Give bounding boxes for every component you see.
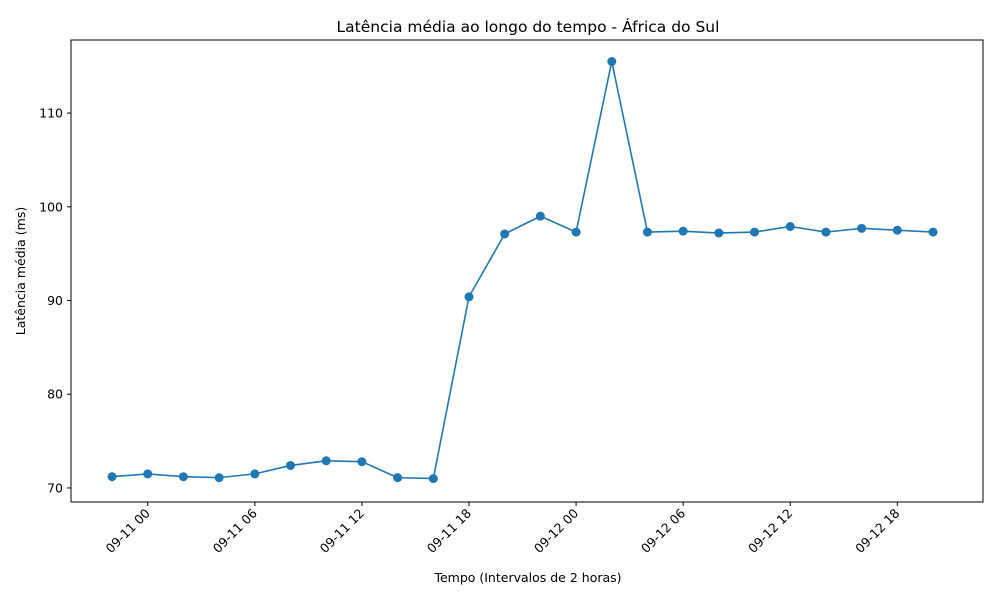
data-point — [714, 228, 724, 238]
data-point — [428, 474, 438, 484]
data-point — [535, 211, 545, 221]
y-tick-label: 70 — [47, 480, 63, 495]
x-tick-label: 09-11 18 — [424, 505, 474, 555]
data-point — [750, 227, 760, 237]
data-point — [143, 469, 153, 479]
data-point — [678, 226, 688, 236]
plot-area: 70 80 90 100 110 09-11 00 09-11 06 09-11 12 09-1… — [39, 39, 984, 556]
data-point — [107, 472, 117, 482]
data-point — [785, 221, 795, 231]
data-point — [357, 457, 367, 467]
x-tick-label: 09-11 06 — [210, 505, 260, 555]
data-point — [464, 292, 474, 302]
data-point — [642, 227, 652, 237]
x-axis-label: Tempo (Intervalos de 2 horas) — [433, 570, 621, 585]
data-point — [500, 229, 510, 239]
data-point — [250, 469, 260, 479]
data-point — [821, 227, 831, 237]
x-tick-label: 09-11 12 — [317, 506, 367, 556]
series-line — [111, 61, 934, 480]
data-point — [393, 473, 403, 483]
data-point — [607, 57, 617, 67]
y-tick-label: 80 — [47, 387, 63, 402]
y-axis-label: Latência média (ms) — [13, 207, 28, 335]
data-point — [178, 472, 188, 482]
data-point — [571, 227, 581, 237]
x-tick-label: 09-12 12 — [745, 506, 795, 556]
plot-frame — [70, 39, 984, 503]
x-tick-label: 09-11 00 — [103, 505, 153, 555]
x-tick-label: 09-12 00 — [531, 505, 581, 555]
data-point — [321, 456, 331, 466]
data-point — [286, 460, 296, 470]
data-point — [892, 225, 902, 235]
data-point — [214, 473, 224, 483]
y-tick-label: 110 — [39, 106, 63, 121]
y-tick-label: 90 — [47, 293, 63, 308]
x-tick-label: 09-12 18 — [852, 505, 902, 555]
y-tick-label: 100 — [39, 199, 63, 214]
x-tick-label: 09-12 06 — [638, 505, 688, 555]
data-point — [928, 227, 938, 237]
chart-title: Latência média ao longo do tempo - Áfric… — [337, 17, 720, 36]
data-point — [857, 223, 867, 233]
